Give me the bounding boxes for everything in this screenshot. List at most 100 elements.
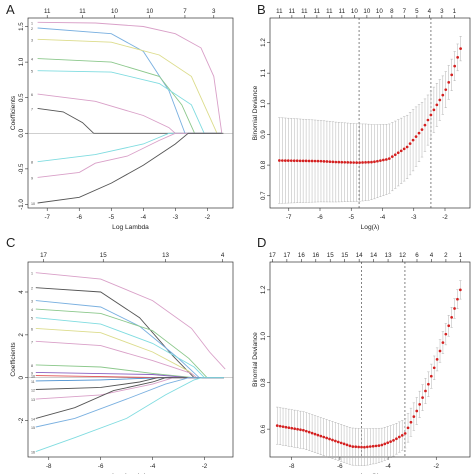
top-tick-label: 1 — [459, 252, 463, 259]
deviance-point — [417, 131, 421, 135]
top-tick-label: 3 — [212, 8, 216, 15]
top-tick-label: 8 — [390, 8, 394, 15]
y-tick-label: 1.0 — [260, 99, 267, 108]
deviance-point — [355, 161, 358, 164]
y-tick-label: -1.0 — [18, 199, 25, 210]
y-tick-label: 1.2 — [260, 38, 267, 47]
deviance-point — [414, 135, 418, 138]
y-tick-label: 0.8 — [260, 160, 267, 169]
deviance-point — [284, 425, 288, 429]
variable-index: 3 — [31, 300, 33, 304]
deviance-point — [405, 145, 409, 149]
y-tick-label: 1.5 — [18, 22, 25, 31]
deviance-point — [345, 443, 349, 447]
plot-frame — [27, 261, 234, 458]
variable-index: 4 — [31, 308, 33, 312]
x-axis-title: Log(λ) — [361, 224, 380, 231]
deviance-point — [339, 441, 343, 445]
deviance-point — [322, 159, 326, 163]
top-tick-label: 17 — [283, 252, 290, 259]
coef-path-3 — [37, 38, 222, 134]
deviance-point — [361, 161, 364, 164]
deviance-point — [409, 420, 413, 424]
panel-a: A -7 -6 -5 -4 -3 -2 -1.0 -0.5 0.0 0.5 1.0 1.5 11 11 10 1… — [6, 2, 234, 231]
coef-path-5 — [35, 317, 224, 379]
coef-path-5 — [37, 70, 222, 134]
y-tick-label: 2 — [18, 333, 25, 337]
x-tick-label: -2 — [202, 463, 208, 470]
deviance-point — [424, 389, 427, 393]
top-tick-label: 13 — [385, 252, 392, 259]
top-tick-label: 10 — [351, 8, 358, 15]
y-axis-title: Coefficients — [10, 342, 17, 377]
deviance-point — [304, 159, 308, 163]
coef-path-7 — [35, 340, 224, 379]
deviance-point — [363, 445, 366, 449]
x-tick-label: -5 — [109, 214, 115, 221]
variable-index: 6 — [31, 327, 33, 331]
deviance-point — [292, 159, 296, 163]
coef-path-1 — [37, 21, 223, 134]
deviance-point — [399, 149, 403, 153]
x-tick-label: -4 — [385, 463, 391, 470]
y-tick-label: 1.0 — [260, 331, 267, 340]
deviance-point — [423, 123, 427, 127]
deviance-point — [384, 158, 388, 161]
x-tick-label: -3 — [411, 214, 417, 221]
variable-index: 6 — [31, 93, 33, 97]
panel-d: D-8 -6 -4 -20.60.81.01.217 17 16 16 15 15 14 14 13 1… — [252, 235, 471, 474]
coef-path-6 — [37, 93, 222, 134]
deviance-point — [307, 159, 311, 163]
x-tick-label: -8 — [46, 463, 52, 470]
deviance-point — [370, 160, 373, 164]
variable-index: 10 — [31, 202, 35, 206]
y-tick-label: 1.2 — [260, 285, 267, 294]
y-tick-label: 0.0 — [18, 128, 25, 137]
deviance-point — [325, 436, 328, 440]
deviance-point — [299, 428, 302, 432]
top-tick-label: 10 — [146, 8, 153, 15]
deviance-point — [432, 108, 436, 112]
coef-path-14 — [35, 377, 224, 419]
deviance-point — [435, 358, 439, 361]
variable-index: 9 — [31, 176, 33, 180]
deviance-point — [313, 159, 317, 163]
variable-index: 10 — [31, 375, 35, 379]
coef-path-7 — [37, 107, 224, 134]
panel-letter: D — [257, 235, 266, 250]
deviance-point — [420, 128, 424, 131]
top-tick-label: 11 — [314, 8, 321, 15]
deviance-point — [316, 159, 320, 163]
deviance-point — [328, 437, 331, 441]
y-tick-label: -2 — [18, 417, 25, 423]
top-tick-label: 17 — [269, 252, 276, 259]
panel-letter: C — [6, 235, 15, 250]
variable-index: 4 — [31, 58, 33, 62]
deviance-point — [432, 366, 436, 370]
deviance-point — [374, 444, 378, 448]
x-tick-label: -2 — [205, 214, 211, 221]
x-tick-label: -6 — [76, 214, 82, 221]
variable-index: 15 — [31, 426, 35, 430]
top-tick-label: 16 — [298, 252, 305, 259]
deviance-point — [322, 435, 326, 439]
y-tick-label: -0.5 — [18, 163, 25, 174]
deviance-point — [281, 425, 285, 429]
deviance-point — [421, 396, 424, 400]
panel-letter: B — [257, 2, 266, 17]
coef-path-4 — [37, 58, 222, 134]
y-tick-label: 0 — [18, 375, 25, 379]
deviance-point — [377, 444, 381, 447]
deviance-point — [444, 332, 448, 336]
y-tick-label: 0.5 — [18, 93, 25, 102]
top-tick-label: 10 — [363, 8, 370, 15]
coef-path-8 — [37, 132, 222, 163]
deviance-point — [289, 159, 293, 163]
deviance-point — [406, 426, 410, 430]
deviance-point — [456, 297, 459, 301]
deviance-point — [331, 160, 335, 164]
deviance-point — [438, 98, 442, 102]
deviance-point — [408, 142, 412, 145]
y-tick-label: 1.1 — [260, 68, 267, 77]
